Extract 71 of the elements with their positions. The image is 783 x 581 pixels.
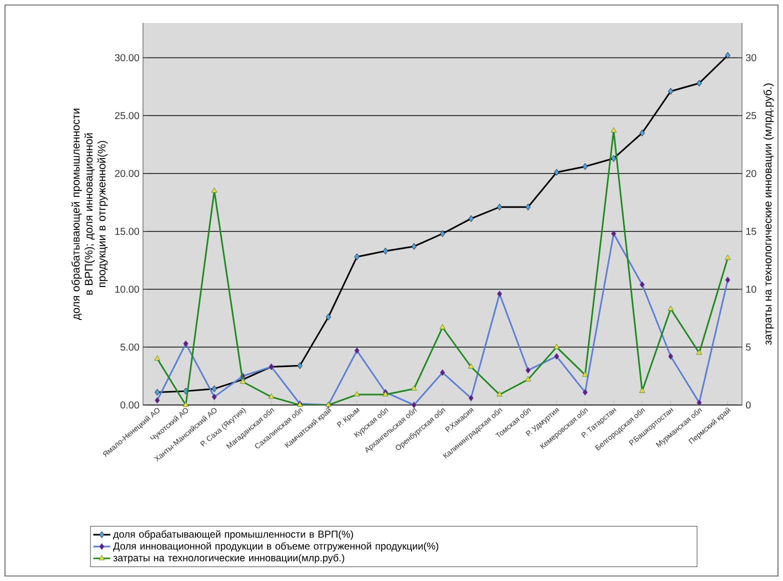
point [724,254,731,260]
point [212,385,217,392]
point [468,215,474,222]
point [554,344,560,349]
point [525,376,532,382]
point [610,127,617,132]
point [582,388,588,396]
y-tick-label: 5.00 [120,344,140,351]
point [297,362,302,370]
point [696,80,702,87]
point [554,352,560,360]
point [668,88,674,95]
point [440,369,446,376]
point [468,394,474,402]
point [496,204,502,210]
point [182,402,189,407]
point [611,230,616,238]
point [154,355,160,360]
y2-tick-label: 25 [746,112,756,120]
point [640,281,645,288]
point [640,130,645,136]
legend-label: затраты на технологические инновации(млр.руб.) [113,554,344,564]
legend-label: доля обрабатывающей промышленности в ВРП(%) [113,530,354,540]
point [411,402,417,408]
point [696,399,702,406]
point [725,52,730,59]
y2-axis-title: затраты на технологические инновации (млрд.руб.) [763,84,774,345]
point [354,391,360,396]
point [496,290,502,298]
y2-tick-label: 10 [746,286,756,293]
point [611,155,616,162]
point [440,230,446,238]
point [582,372,588,377]
y2-tick-label: 15 [746,228,756,235]
y-tick-label: 20.00 [115,170,140,178]
point [154,396,160,404]
y-tick-label: 15.00 [115,228,140,235]
legend-label: Доля инновационной продукции в объеме отгруженной продукции(%) [113,542,438,552]
point [440,324,446,330]
y2-tick-label: 20 [746,170,756,178]
point [496,391,503,396]
point [268,394,274,399]
point [668,306,674,311]
point [354,347,360,354]
point [468,363,474,369]
point [154,388,160,396]
y-tick-label: 0.00 [120,401,140,409]
y2-tick-label: 0 [746,401,751,409]
point [411,385,417,391]
point [212,394,217,400]
point [554,168,560,176]
y-axis-title: доля обрабатывающей промышленности в ВРП(%); доля инновационной продукции в отгруженной(%) [71,108,108,320]
point [411,243,417,250]
point [696,350,702,355]
point [211,187,218,193]
point [326,314,331,320]
point [183,340,188,348]
point [525,366,531,374]
y-tick-label: 10.00 [115,286,140,293]
point [382,391,388,396]
y2-tick-label: 5 [746,344,751,351]
point [725,276,730,284]
point [668,352,674,360]
point [639,388,646,393]
point [525,204,531,210]
y-tick-label: 30.00 [114,54,140,62]
point [354,253,360,260]
point [382,248,388,254]
point [582,163,588,170]
y-tick-label: 25.00 [115,112,140,120]
y2-tick-label: 30 [746,54,756,62]
